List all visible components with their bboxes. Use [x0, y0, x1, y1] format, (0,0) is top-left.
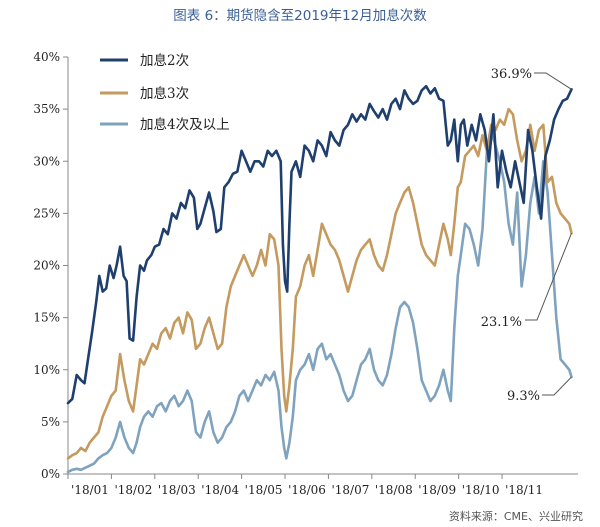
x-tick-label: '18/09 [418, 483, 456, 497]
y-tick-label: 35% [33, 102, 60, 116]
x-tick-label: '18/03 [158, 483, 196, 497]
callout-leader-2 [525, 233, 572, 321]
callout-label-3: 9.3% [507, 389, 540, 404]
callout-leader-3 [542, 376, 572, 396]
legend-label-series-3: 加息4次及以上 [140, 116, 230, 133]
x-tick-label: '18/05 [245, 483, 283, 497]
series-line-3 [66, 128, 573, 474]
y-tick-label: 0% [41, 467, 60, 481]
source-note: 资料来源：CME、兴业研究 [449, 509, 583, 523]
callout-leader-1 [534, 72, 572, 90]
legend-label-series-1: 加息2次 [140, 52, 189, 69]
x-tick-label: '18/04 [201, 483, 239, 497]
callout-label-2: 23.1% [481, 315, 522, 330]
x-tick-label: '18/10 [462, 483, 500, 497]
series-line-1 [66, 84, 573, 405]
x-tick-label: '18/07 [331, 483, 369, 497]
x-tick-label: '18/02 [114, 483, 152, 497]
y-tick-label: 20% [33, 259, 60, 273]
x-tick-label: '18/06 [288, 483, 326, 497]
y-tick-label: 25% [33, 206, 60, 220]
y-tick-label: 30% [33, 154, 60, 168]
y-axis: 0% 5% 10% 15% 20% 25% 30% 35% 40% [33, 50, 69, 481]
x-tick-label: '18/08 [375, 483, 413, 497]
chart-title: 图表 6：期货隐含至2019年12月加息次数 [173, 7, 427, 24]
x-tick-label: '18/01 [71, 483, 109, 497]
callout-label-1: 36.9% [491, 67, 532, 82]
legend-label-series-2: 加息3次 [140, 85, 189, 102]
series-layer [66, 84, 573, 474]
x-axis: '18/01 '18/02 '18/03 '18/04 '18/05 '18/06 '18/… [67, 473, 578, 497]
y-tick-label: 40% [33, 50, 60, 64]
callout-layer: 36.9% 23.1% 9.3% [481, 67, 572, 404]
legend: 加息2次 加息3次 加息4次及以上 [100, 52, 230, 133]
y-tick-label: 5% [41, 415, 60, 429]
x-tick-label: '18/11 [505, 483, 543, 497]
y-tick-label: 15% [33, 311, 60, 325]
y-tick-label: 10% [33, 363, 60, 377]
